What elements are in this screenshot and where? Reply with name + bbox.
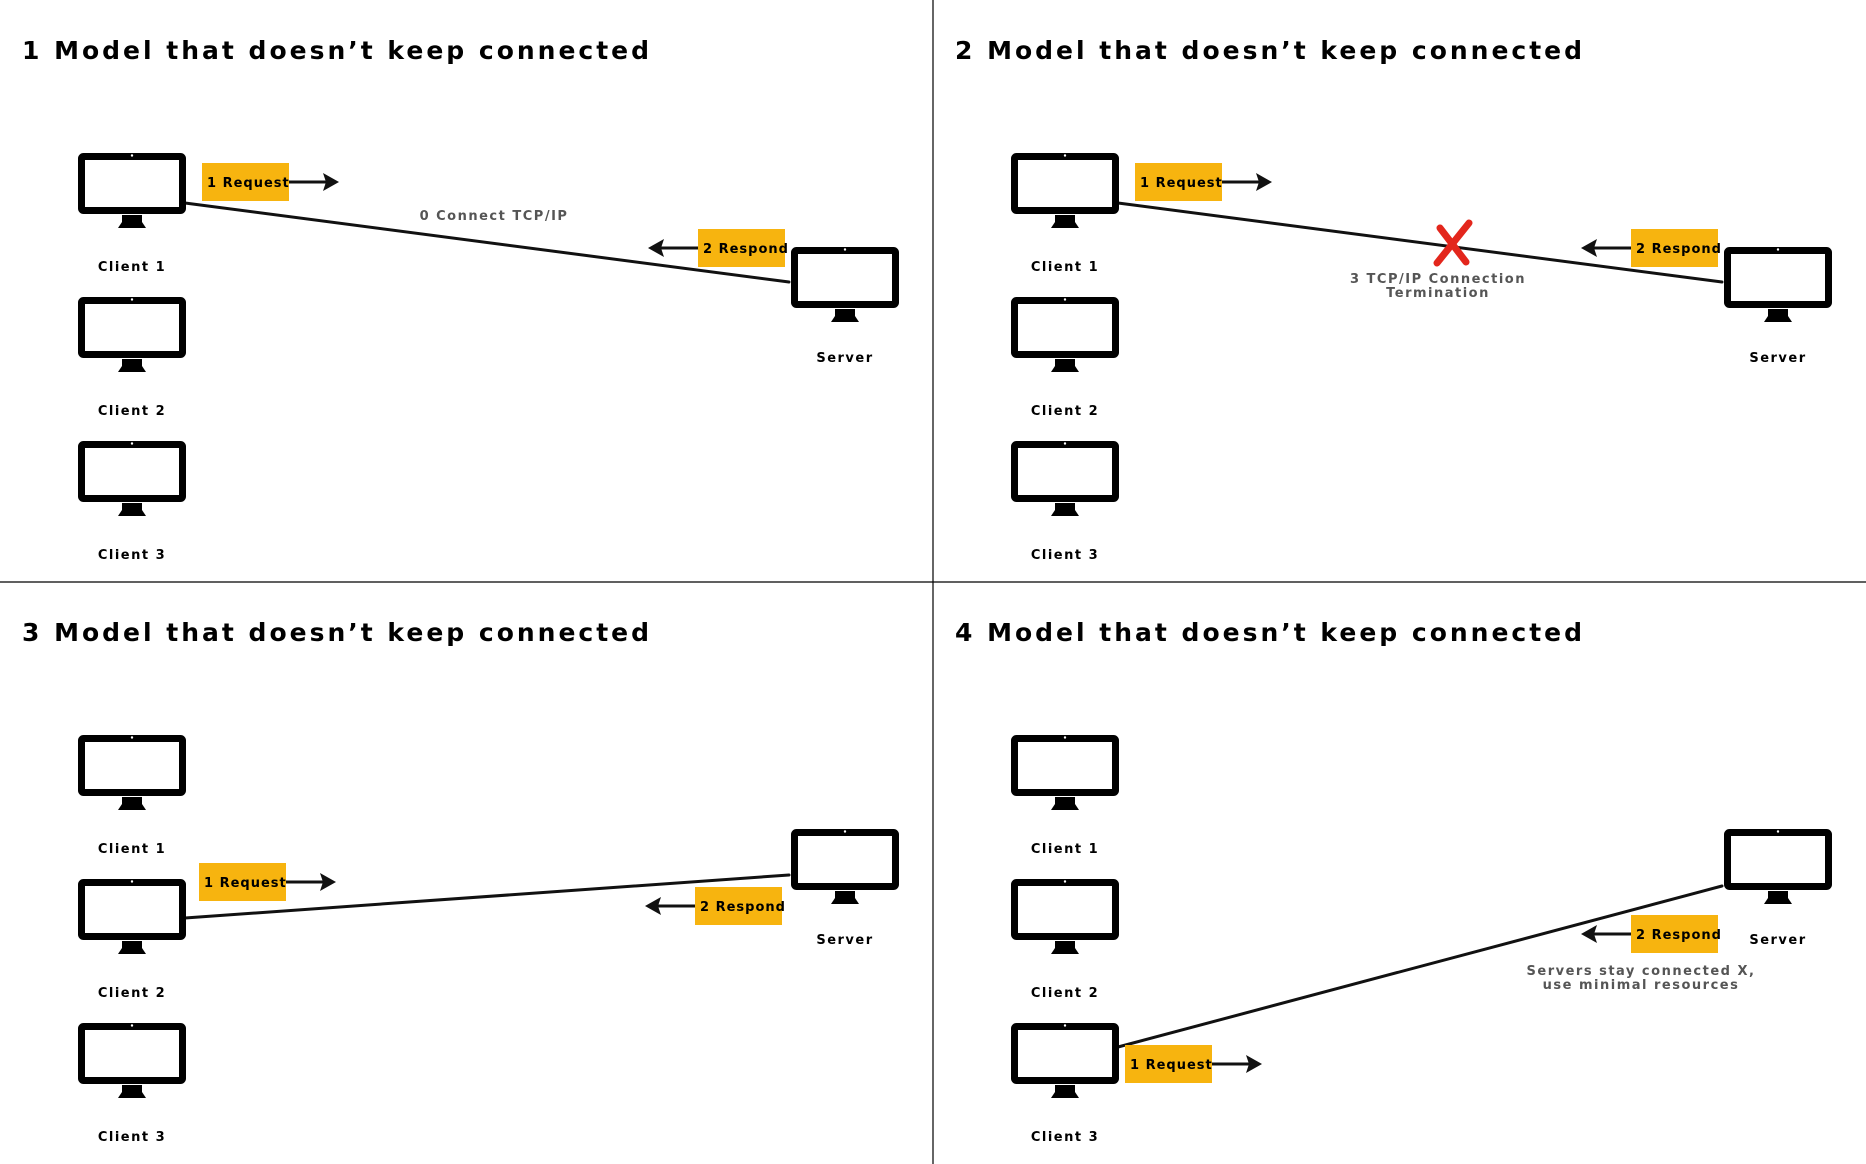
request-tag-label: 1 Request: [1130, 1058, 1213, 1073]
client-3-monitor-icon: [1011, 441, 1119, 516]
request-tag: 1 Request: [202, 163, 339, 201]
panel-title: 3 Model that doesn’t keep connected: [22, 618, 652, 647]
cross-icon: [1433, 219, 1473, 267]
connection-line: [183, 201, 791, 284]
panel-1: 1 Model that doesn’t keep connected Clien…: [22, 36, 899, 563]
server-label: Server: [1749, 351, 1806, 366]
server-monitor-icon: [1724, 829, 1832, 904]
client-1-monitor-icon: [1011, 153, 1119, 228]
client-1-monitor-icon: [1011, 735, 1119, 810]
respond-tag: 2 Respond: [1581, 915, 1722, 953]
client-2-monitor-icon: [1011, 297, 1119, 372]
client-3-monitor-icon: [78, 1023, 186, 1098]
server-label: Server: [816, 351, 873, 366]
arrow-left-icon: [1581, 925, 1597, 943]
connection-line: [183, 873, 791, 920]
client-1-label: Client 1: [98, 260, 166, 275]
respond-tag-label: 2 Respond: [1636, 242, 1722, 257]
client-3-label: Client 3: [98, 548, 166, 563]
respond-tag: 2 Respond: [648, 229, 789, 267]
arrow-right-icon: [323, 173, 339, 191]
server-monitor-icon: [791, 247, 899, 322]
client-1-label: Client 1: [1031, 260, 1099, 275]
request-tag: 1 Request: [1135, 163, 1272, 201]
respond-tag-label: 2 Respond: [1636, 928, 1722, 943]
note-text: Servers stay connected X,: [1527, 964, 1756, 979]
client-2-label: Client 2: [1031, 404, 1099, 419]
arrow-left-icon: [645, 897, 661, 915]
note-text: use minimal resources: [1543, 978, 1740, 993]
panel-title: 1 Model that doesn’t keep connected: [22, 36, 652, 65]
client-2-label: Client 2: [98, 404, 166, 419]
respond-tag: 2 Respond: [645, 887, 786, 925]
note-text: Termination: [1386, 286, 1490, 301]
client-2-monitor-icon: [1011, 879, 1119, 954]
respond-tag-label: 2 Respond: [703, 242, 789, 257]
panel-3: 3 Model that doesn’t keep connected Clien…: [22, 618, 899, 1145]
request-tag-label: 1 Request: [207, 176, 290, 191]
client-1-label: Client 1: [98, 842, 166, 857]
client-2-monitor-icon: [78, 879, 186, 954]
arrow-right-icon: [320, 873, 336, 891]
panel-title: 2 Model that doesn’t keep connected: [955, 36, 1585, 65]
respond-tag: 2 Respond: [1581, 229, 1722, 267]
connection-line: [1116, 884, 1724, 1049]
note-text: 0 Connect TCP/IP: [420, 209, 569, 224]
client-3-monitor-icon: [1011, 1023, 1119, 1098]
client-3-label: Client 3: [98, 1130, 166, 1145]
panel-4: 4 Model that doesn’t keep connected Clien…: [955, 618, 1832, 1145]
panel-title: 4 Model that doesn’t keep connected: [955, 618, 1585, 647]
arrow-left-icon: [1581, 239, 1597, 257]
request-tag-label: 1 Request: [1140, 176, 1223, 191]
panel-2: 2 Model that doesn’t keep connected Clien…: [955, 36, 1832, 563]
client-1-label: Client 1: [1031, 842, 1099, 857]
arrow-right-icon: [1246, 1055, 1262, 1073]
client-1-monitor-icon: [78, 735, 186, 810]
client-3-label: Client 3: [1031, 1130, 1099, 1145]
request-tag: 1 Request: [1125, 1045, 1262, 1083]
arrow-left-icon: [648, 239, 664, 257]
client-2-label: Client 2: [98, 986, 166, 1001]
server-label: Server: [816, 933, 873, 948]
server-label: Server: [1749, 933, 1806, 948]
note-text: 3 TCP/IP Connection: [1350, 272, 1526, 287]
client-3-monitor-icon: [78, 441, 186, 516]
server-monitor-icon: [1724, 247, 1832, 322]
request-tag-label: 1 Request: [204, 876, 287, 891]
client-3-label: Client 3: [1031, 548, 1099, 563]
client-2-label: Client 2: [1031, 986, 1099, 1001]
client-2-monitor-icon: [78, 297, 186, 372]
connection-line: [1116, 201, 1724, 284]
arrow-right-icon: [1256, 173, 1272, 191]
request-tag: 1 Request: [199, 863, 336, 901]
server-monitor-icon: [791, 829, 899, 904]
respond-tag-label: 2 Respond: [700, 900, 786, 915]
client-1-monitor-icon: [78, 153, 186, 228]
